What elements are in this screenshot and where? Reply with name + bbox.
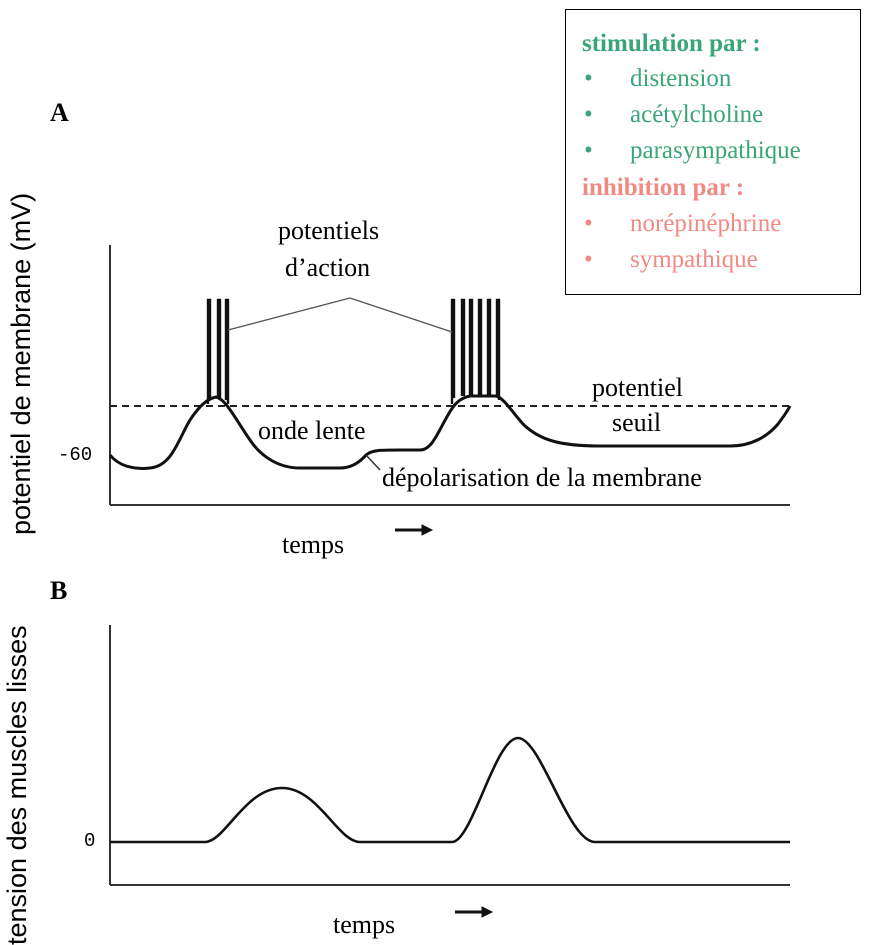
pointer-line-depolarization — [365, 454, 381, 471]
action-potentials-label-line2: d’action — [285, 253, 371, 282]
action-potential-burst-1 — [206, 298, 230, 404]
panel-b-time-arrow-icon — [455, 906, 494, 918]
bullet-icon: • — [584, 210, 593, 237]
action-potential-burst-2 — [450, 298, 501, 404]
legend-box: stimulation par : • distension • acétylcho… — [565, 9, 861, 295]
inhibition-item: • norépinéphrine — [584, 210, 782, 237]
panel-a-y-tick: -60 — [58, 444, 93, 466]
bullet-icon: • — [584, 137, 593, 164]
stimulation-item: • distension — [584, 65, 732, 92]
panel-a-y-axis-title: potentiel de membrane (mV) — [6, 192, 36, 535]
threshold-label-line1: potentiel — [592, 373, 683, 402]
panel-b-y-axis-title: tension des muscles lisses — [2, 625, 32, 945]
pointer-line-right — [349, 297, 453, 333]
bullet-icon: • — [584, 65, 593, 92]
panel-b-letter: B — [50, 576, 68, 605]
membrane-potential-trace — [108, 394, 792, 470]
depolarization-label: dépolarisation de la membrane — [382, 463, 702, 492]
bullet-icon: • — [584, 101, 593, 128]
stimulation-heading: stimulation par : — [582, 30, 761, 57]
inhibition-item: • sympathique — [584, 246, 758, 273]
muscle-tension-trace — [110, 736, 790, 844]
panel-b-y-tick: 0 — [84, 830, 96, 852]
stimulation-item: • parasympathique — [584, 137, 801, 164]
bullet-icon: • — [584, 246, 593, 273]
pointer-line-left — [227, 297, 351, 331]
slow-wave-label: onde lente — [258, 416, 366, 445]
threshold-label-line2: seuil — [612, 408, 662, 437]
panel-a-letter: A — [50, 98, 69, 127]
inhibition-heading: inhibition par : — [582, 174, 745, 201]
panel-a-x-axis-title: temps — [282, 530, 345, 559]
panel-b-x-axis-title: temps — [333, 910, 396, 939]
action-potentials-label-line1: potentiels — [278, 216, 380, 245]
stimulation-item: • acétylcholine — [584, 101, 764, 128]
panel-a-time-arrow-icon — [395, 524, 434, 536]
